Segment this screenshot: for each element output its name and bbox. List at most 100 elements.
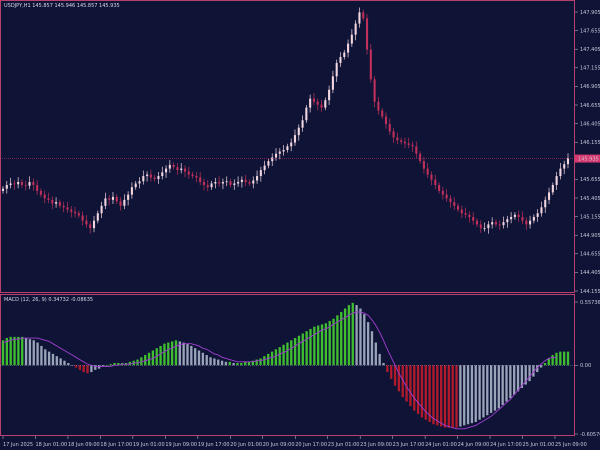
macd-bar: [136, 359, 139, 366]
candle-body: [551, 184, 554, 193]
candle-body: [517, 214, 520, 217]
time-axis-label: 17 Jun 2025: [3, 442, 33, 448]
candle-body: [487, 224, 490, 229]
last-price-tag: 145.935: [575, 154, 600, 163]
candle-body: [240, 179, 243, 183]
macd-bar: [509, 365, 512, 399]
price-pane[interactable]: USDJPY,H1 145.857 145.946 145.857 145.93…: [0, 0, 600, 295]
macd-bar: [290, 340, 293, 366]
candle-body: [13, 183, 16, 185]
time-axis-label: 23 Jun 09:00: [360, 442, 392, 448]
candle-body: [468, 214, 471, 217]
candle-body: [559, 168, 562, 177]
macd-bar: [528, 365, 531, 382]
macd-bar: [140, 357, 143, 366]
macd-bar: [159, 345, 162, 366]
candle-body: [525, 220, 528, 225]
macd-bar: [178, 341, 181, 366]
candle-body: [176, 167, 179, 171]
candle-body: [256, 176, 259, 181]
candle-body: [320, 104, 323, 108]
macd-bar: [36, 342, 39, 366]
candle-body: [210, 183, 213, 188]
time-axis-label: 24 Jun 17:00: [490, 442, 522, 448]
candle-body: [142, 176, 145, 182]
time-axis-label: 23 Jun 17:00: [393, 442, 425, 448]
price-axis: 147.905 147.655 147.405 147.155 146.905 146.6…: [575, 10, 600, 295]
macd-bar: [94, 365, 97, 370]
macd-bar: [86, 365, 89, 374]
candle-body: [221, 182, 224, 184]
macd-bar: [55, 356, 58, 366]
time-axis-label: 18 Jun 01:00: [35, 442, 67, 448]
candle-body: [438, 184, 441, 191]
candle-body: [472, 216, 475, 221]
candle-body: [146, 174, 149, 177]
candle-body: [24, 184, 27, 186]
macd-bar: [401, 365, 404, 398]
candle-body: [225, 181, 228, 183]
macd-bar: [24, 338, 28, 366]
candle-body: [218, 182, 221, 184]
macd-bar: [201, 352, 205, 366]
time-axis-label: 18 Jun 09:00: [68, 442, 100, 448]
time-axis-label: 25 Jun 01:00: [523, 442, 555, 448]
price-axis-label: 147.155: [580, 66, 600, 72]
candle-body: [347, 43, 350, 53]
price-axis-label: 144.655: [580, 252, 600, 258]
candle-body: [123, 199, 126, 206]
macd-bar: [543, 362, 547, 366]
macd-axis-label: 0.55736: [580, 300, 600, 306]
candle-body: [331, 76, 334, 90]
candle-body: [206, 184, 209, 188]
macd-bar: [336, 315, 339, 366]
candle-body: [161, 172, 164, 177]
price-pane-frame: [0, 0, 575, 293]
candle-body: [248, 182, 251, 184]
price-axis-label: 145.155: [580, 214, 600, 220]
time-axis-label: 20 Jun 09:00: [263, 442, 295, 448]
candle-body: [96, 213, 99, 221]
candle-body: [32, 182, 35, 185]
candle-body: [365, 18, 369, 50]
candle-body: [168, 164, 171, 169]
macd-bar: [147, 352, 151, 366]
time-axis-label: 24 Jun 09:00: [458, 442, 490, 448]
macd-bar: [551, 355, 554, 366]
macd-bar: [424, 365, 427, 420]
macd-bar: [340, 311, 343, 366]
macd-bar: [497, 365, 500, 409]
macd-pane[interactable]: MACD (12, 26, 9) 0.34732 -0.08635 0.5573…: [0, 294, 600, 438]
macd-axis-label: 0.00: [580, 363, 591, 369]
candle-body: [5, 184, 8, 189]
last-price-label: 145.935: [578, 156, 599, 162]
price-axis-label: 145.405: [580, 196, 600, 202]
macd-bar: [186, 343, 189, 366]
candle-body: [55, 202, 58, 204]
candle-body: [58, 202, 61, 206]
candle-body: [434, 179, 437, 185]
candle-body: [51, 199, 54, 204]
macd-bar: [32, 340, 35, 366]
macd-bar: [59, 358, 62, 366]
candle-body: [407, 143, 410, 145]
macd-bar: [420, 365, 424, 418]
time-axis-label: 25 Jun 09:00: [555, 442, 587, 448]
macd-bar: [47, 351, 51, 366]
macd-bar: [128, 361, 131, 366]
candle-body: [157, 176, 160, 180]
macd-bar: [105, 365, 108, 366]
candle-body: [104, 198, 107, 206]
time-axis-label: 19 Jun 01:00: [133, 442, 165, 448]
candle-body: [309, 98, 312, 108]
macd-bar: [278, 347, 281, 366]
macd-bar: [532, 365, 535, 377]
macd-bar: [428, 365, 431, 422]
macd-bar: [324, 323, 328, 366]
candle-body: [381, 110, 384, 117]
macd-bar: [293, 338, 297, 366]
macd-bar: [71, 365, 74, 366]
macd-bar: [13, 336, 16, 366]
candle-body: [70, 209, 73, 212]
